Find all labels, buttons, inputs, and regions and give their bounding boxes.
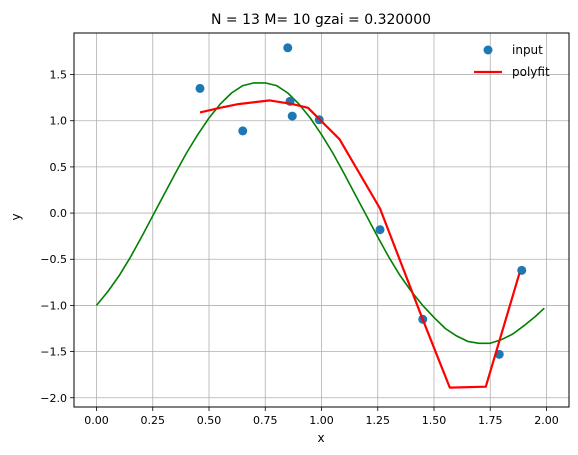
input-point: [195, 83, 205, 93]
x-tick-label: 1.75: [478, 414, 503, 427]
input-point: [517, 265, 527, 275]
x-tick-label: 0.50: [197, 414, 222, 427]
polyfit-series-line: [199, 99, 521, 389]
legend-polyfit-label: polyfit: [512, 65, 550, 79]
y-tick-label: 1.5: [50, 69, 68, 82]
curve-series-line: [95, 82, 545, 345]
y-tick-label: −2.0: [40, 392, 67, 405]
x-tick-label: 2.00: [534, 414, 559, 427]
legend-input-marker: [483, 45, 493, 55]
y-tick-label: 0.0: [50, 207, 68, 220]
y-tick-label: −1.5: [40, 346, 67, 359]
input-point: [375, 225, 385, 235]
y-tick-label: −1.0: [40, 299, 67, 312]
y-axis-label: y: [9, 213, 23, 220]
input-point: [287, 111, 297, 121]
x-tick-label: 1.50: [422, 414, 447, 427]
grid: [74, 33, 569, 407]
plot-area: [95, 43, 545, 389]
x-tick-label: 1.00: [309, 414, 334, 427]
legend: input polyfit: [474, 43, 550, 79]
y-ticks: −2.0 −1.5 −1.0 −0.5 0.0 0.5 1.0 1.5: [40, 69, 74, 405]
x-tick-label: 0.25: [141, 414, 166, 427]
x-axis-label: x: [317, 431, 324, 445]
x-tick-label: 1.25: [366, 414, 391, 427]
x-tick-label: 0.75: [253, 414, 278, 427]
y-tick-label: 1.0: [50, 115, 68, 128]
input-point: [283, 43, 293, 53]
input-point: [238, 126, 248, 136]
chart-title: N = 13 M= 10 gzai = 0.320000: [211, 12, 431, 28]
y-tick-label: −0.5: [40, 253, 67, 266]
y-tick-label: 0.5: [50, 161, 68, 174]
legend-input-label: input: [512, 43, 543, 57]
x-ticks: 0.00 0.25 0.50 0.75 1.00 1.25 1.50 1.75 2.00: [84, 407, 559, 427]
x-tick-label: 0.00: [84, 414, 109, 427]
